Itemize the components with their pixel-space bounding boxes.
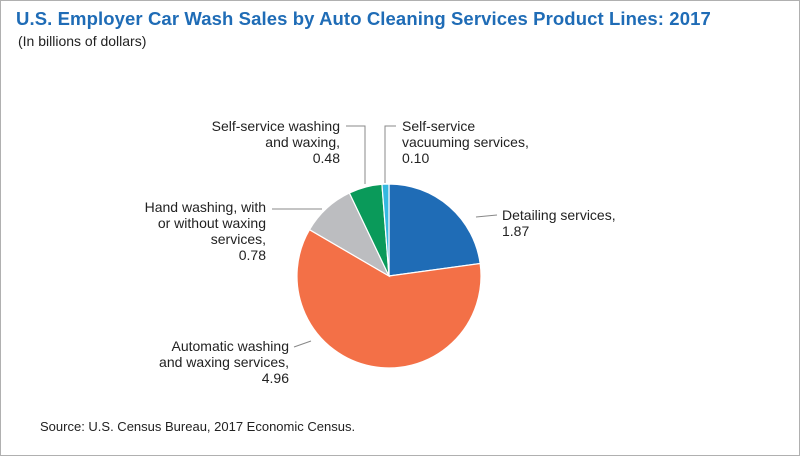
slice-label-line: Hand washing, with [145, 199, 266, 215]
slice-value-label: 0.78 [239, 247, 266, 263]
leader-lines [272, 125, 498, 348]
slice-label-line: services, [211, 231, 266, 247]
pie-slice-1 [388, 183, 481, 277]
slice-label-1: Detailing services, 1.87 [502, 207, 616, 239]
slice-label-line: Automatic washing [171, 338, 289, 354]
pie-slices [296, 183, 482, 369]
slice-label-2: Automatic washing and waxing services, 4.9… [159, 338, 289, 386]
pie-slice-5 [381, 183, 390, 277]
slice-label-4: Self-service washing and waxing, 0.48 [212, 118, 341, 166]
slice-value-label: 0.10 [402, 150, 429, 166]
leader-line-4 [346, 125, 366, 184]
slice-label-line: Self-service washing [212, 118, 340, 134]
slice-label-line: Detailing services, [502, 207, 616, 223]
slice-label-line: and waxing, [265, 134, 340, 150]
leader-line-2 [293, 340, 312, 348]
leader-line-1 [475, 214, 498, 218]
slice-label-line: and waxing services, [159, 354, 289, 370]
pie-slice-2 [296, 228, 482, 369]
slice-labels: Detailing services, 1.87 Automatic washing… [145, 118, 616, 386]
slice-value-label: 4.96 [262, 370, 289, 386]
slice-label-3: Hand washing, with or without waxing servi… [145, 199, 267, 263]
slice-label-line: Self-service [402, 118, 475, 134]
slice-value-label: 0.48 [313, 150, 340, 166]
slice-label-line: vacuuming services, [402, 134, 529, 150]
chart-title: U.S. Employer Car Wash Sales by Auto Cle… [16, 8, 711, 29]
chart-subtitle: (In billions of dollars) [18, 33, 147, 49]
slice-label-line: or without waxing [158, 215, 266, 231]
slice-label-5: Self-service vacuuming services, 0.10 [402, 118, 529, 166]
leader-line-5 [384, 125, 396, 183]
slice-value-label: 1.87 [502, 223, 529, 239]
source-note: Source: U.S. Census Bureau, 2017 Economi… [40, 419, 356, 434]
